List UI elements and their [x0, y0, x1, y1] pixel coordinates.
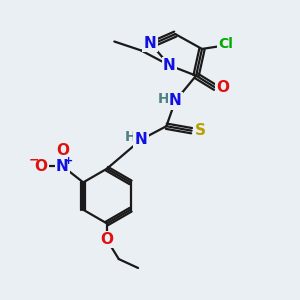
Text: O: O [34, 158, 47, 173]
Text: N: N [56, 158, 69, 173]
Text: O: O [216, 80, 229, 95]
Text: N: N [144, 35, 156, 50]
Text: O: O [100, 232, 113, 247]
Text: O: O [56, 143, 69, 158]
Text: S: S [194, 123, 206, 138]
Text: H: H [158, 92, 170, 106]
Text: −: − [28, 153, 39, 166]
Text: +: + [64, 156, 74, 166]
Text: N: N [163, 58, 176, 73]
Text: H: H [125, 130, 136, 144]
Text: Cl: Cl [218, 38, 233, 52]
Text: N: N [135, 132, 148, 147]
Text: N: N [169, 94, 182, 109]
